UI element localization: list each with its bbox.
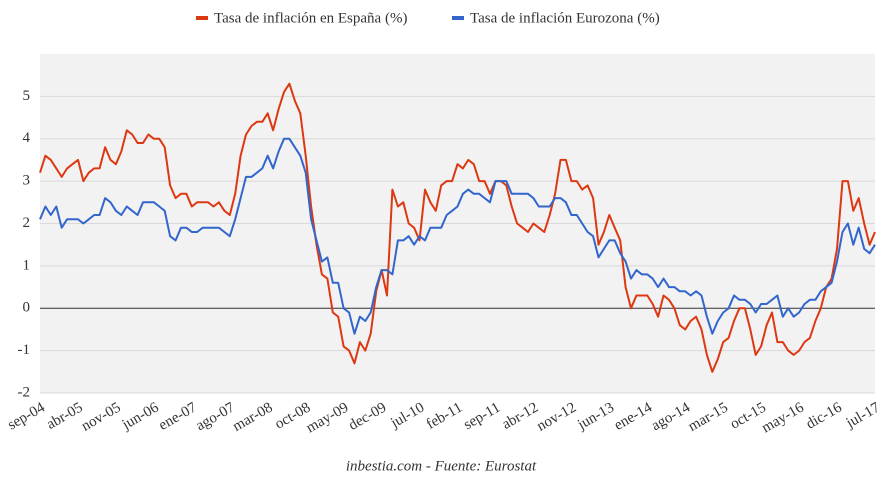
x-tick-label: feb-11 (424, 400, 465, 433)
source: inbestia.com - Fuente: Eurostat (346, 458, 537, 474)
x-tick-label: ene-07 (156, 399, 200, 434)
x-tick-label: mar-08 (230, 400, 275, 435)
y-tick-label: 0 (23, 300, 31, 316)
x-tick-label: ago-07 (193, 399, 238, 434)
x-tick-label: may-16 (759, 399, 807, 436)
x-tick-label: ene-14 (612, 399, 656, 434)
y-tick-label: -2 (18, 384, 31, 400)
y-tick-label: 2 (23, 215, 31, 231)
x-tick-label: abr-12 (499, 400, 541, 433)
x-tick-label: sep-11 (461, 400, 503, 434)
x-tick-label: jun-13 (574, 400, 617, 434)
x-tick-label: dic-16 (804, 399, 846, 432)
legend-label: Tasa de inflación Eurozona (%) (470, 10, 660, 26)
x-tick-label: mar-15 (686, 400, 731, 435)
x-tick-label: jun-06 (119, 399, 162, 433)
x-tick-label: jul-10 (387, 400, 427, 432)
y-tick-label: -1 (18, 342, 31, 358)
x-tick-label: nov-12 (534, 400, 579, 435)
x-tick-label: nov-05 (79, 400, 124, 435)
legend-label: Tasa de inflación en España (%) (214, 10, 407, 26)
y-tick-label: 3 (23, 173, 31, 189)
y-tick-label: 5 (23, 88, 31, 104)
y-tick-label: 4 (23, 130, 31, 146)
x-tick-label: jul-17 (843, 399, 883, 432)
x-tick-label: may-09 (304, 400, 352, 437)
x-tick-label: abr-05 (44, 400, 86, 433)
y-tick-label: 1 (23, 257, 31, 273)
series-line (39, 82, 876, 373)
x-tick-label: sep-04 (5, 399, 48, 433)
legend-swatch (196, 16, 208, 20)
x-tick-label: ago-14 (649, 399, 694, 434)
x-tick-label: dec-09 (346, 400, 389, 434)
legend-swatch (452, 16, 464, 20)
series-line (39, 137, 876, 335)
